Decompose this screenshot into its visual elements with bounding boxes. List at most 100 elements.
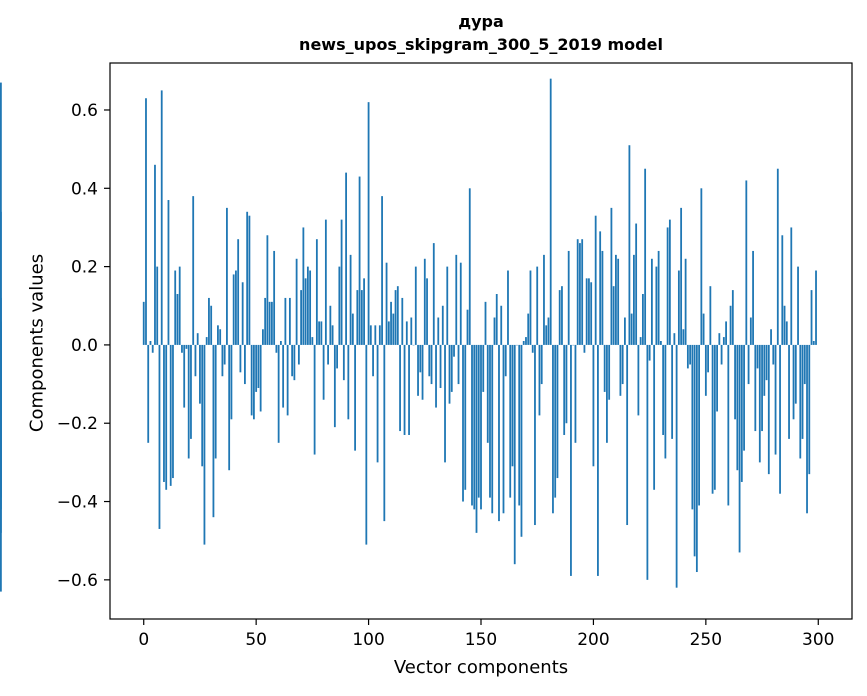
bar (610, 207, 613, 345)
bar (711, 344, 714, 494)
bar (774, 344, 777, 455)
bar (792, 344, 795, 420)
bar (549, 78, 552, 345)
bar (495, 294, 498, 345)
bar (257, 344, 260, 388)
bar (637, 344, 640, 416)
y-tick-label: 0.2 (71, 258, 98, 278)
bar (376, 344, 379, 463)
bar (671, 344, 674, 439)
bar (154, 164, 156, 345)
y-tick-label: −0.2 (57, 414, 98, 434)
bar (275, 344, 278, 353)
bar (187, 344, 190, 459)
bar (205, 337, 208, 345)
bar (437, 317, 440, 345)
bar (270, 301, 273, 345)
bar (689, 344, 692, 365)
bar (785, 321, 788, 345)
bar (677, 270, 680, 345)
bar (491, 344, 494, 514)
bar (752, 250, 754, 345)
bar (808, 344, 811, 475)
bar (801, 344, 804, 439)
bar (722, 337, 725, 345)
bar (716, 344, 718, 412)
x-tick-label: 150 (465, 630, 497, 650)
bar (169, 344, 172, 486)
bar (538, 344, 541, 416)
bar (374, 325, 377, 345)
bar (318, 321, 321, 345)
bar (664, 344, 667, 459)
bar (239, 344, 242, 373)
x-tick-label: 50 (245, 630, 267, 650)
bar (646, 344, 649, 580)
bar (293, 344, 296, 381)
bar (462, 344, 464, 502)
bar (718, 333, 721, 345)
bar (594, 215, 597, 345)
bar (765, 344, 768, 381)
bar (534, 344, 536, 526)
bar (282, 344, 285, 408)
bar (810, 290, 813, 345)
bar (540, 344, 543, 385)
bar (279, 341, 282, 345)
bar (498, 344, 500, 522)
bar (342, 344, 345, 381)
bar (680, 207, 683, 345)
bar (790, 227, 793, 345)
bar (453, 344, 455, 357)
bar (729, 305, 732, 345)
bar (812, 341, 815, 345)
bar (466, 309, 469, 345)
bar (686, 344, 689, 369)
bar (633, 254, 635, 345)
bar (223, 344, 226, 365)
bar (731, 290, 734, 345)
bar (666, 227, 669, 345)
bar (783, 305, 786, 345)
bar (430, 344, 433, 385)
bar (226, 207, 228, 345)
bar (468, 188, 471, 345)
bar (563, 344, 566, 435)
bar (268, 301, 271, 345)
bar (428, 344, 431, 377)
bar (210, 305, 213, 345)
bar (383, 344, 386, 522)
bar (570, 344, 572, 576)
bar (329, 305, 332, 345)
x-tick-label: 250 (690, 630, 722, 650)
bar (457, 344, 460, 385)
bar (360, 290, 363, 345)
bar (262, 329, 264, 345)
bar-series (0, 78, 817, 592)
bar (315, 239, 318, 345)
bar (709, 286, 712, 345)
bar (529, 270, 532, 345)
bar (754, 344, 757, 432)
bar (756, 344, 759, 369)
bar (333, 344, 336, 428)
bar (286, 344, 289, 416)
bar (803, 344, 806, 385)
bar (772, 344, 775, 365)
bar (300, 290, 303, 345)
bar (635, 223, 638, 345)
bar (736, 344, 739, 471)
bar (615, 254, 617, 345)
bar (390, 301, 392, 345)
bar (338, 266, 341, 345)
bar (552, 344, 554, 514)
bar (194, 344, 197, 377)
bar (423, 258, 426, 345)
bar (558, 290, 561, 345)
bar (284, 297, 287, 345)
bar (781, 235, 784, 345)
bar (167, 200, 170, 345)
bar (417, 344, 419, 396)
bar (0, 344, 2, 510)
